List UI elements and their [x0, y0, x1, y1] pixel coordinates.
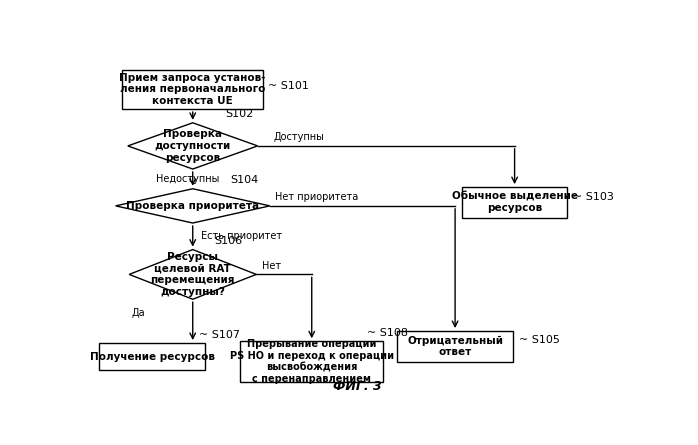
Text: Ресурсы
целевой RAT
перемещения
доступны?: Ресурсы целевой RAT перемещения доступны… [151, 252, 235, 297]
Text: ФИГ. 3: ФИГ. 3 [334, 380, 382, 392]
FancyBboxPatch shape [462, 187, 567, 218]
Text: ~ S101: ~ S101 [269, 81, 309, 91]
Polygon shape [128, 123, 258, 169]
Text: Есть приоритет: Есть приоритет [201, 231, 282, 241]
Text: Проверка
доступности
ресурсов: Проверка доступности ресурсов [155, 129, 231, 162]
Text: Прерывание операции
PS HO и переход к операции
высвобождения
с перенаправлением: Прерывание операции PS HO и переход к оп… [230, 340, 394, 384]
Text: Отрицательный
ответ: Отрицательный ответ [407, 336, 503, 357]
Text: Получение ресурсов: Получение ресурсов [89, 352, 215, 362]
Text: ~ S108: ~ S108 [367, 328, 408, 338]
Text: Прием запроса установ-
ления первоначального
контекста UE: Прием запроса установ- ления первоначаль… [119, 73, 266, 106]
Text: Обычное выделение
ресурсов: Обычное выделение ресурсов [452, 192, 578, 213]
Text: ~ S105: ~ S105 [519, 335, 560, 344]
Polygon shape [129, 250, 256, 299]
Text: Проверка приоритета: Проверка приоритета [126, 201, 259, 211]
FancyBboxPatch shape [99, 343, 205, 370]
FancyBboxPatch shape [240, 341, 383, 382]
FancyBboxPatch shape [122, 70, 263, 109]
Text: Нет: Нет [262, 261, 281, 271]
Text: Да: Да [132, 308, 145, 318]
Polygon shape [116, 189, 270, 223]
Text: Нет приоритета: Нет приоритета [275, 192, 359, 202]
Text: S102: S102 [225, 109, 253, 119]
Text: S106: S106 [214, 236, 242, 246]
Text: Доступны: Доступны [274, 132, 325, 142]
Text: Недоступны: Недоступны [156, 174, 219, 184]
Text: ~ S107: ~ S107 [200, 329, 241, 340]
Text: ~ S103: ~ S103 [573, 192, 614, 202]
Text: S104: S104 [230, 175, 259, 185]
FancyBboxPatch shape [397, 331, 513, 362]
